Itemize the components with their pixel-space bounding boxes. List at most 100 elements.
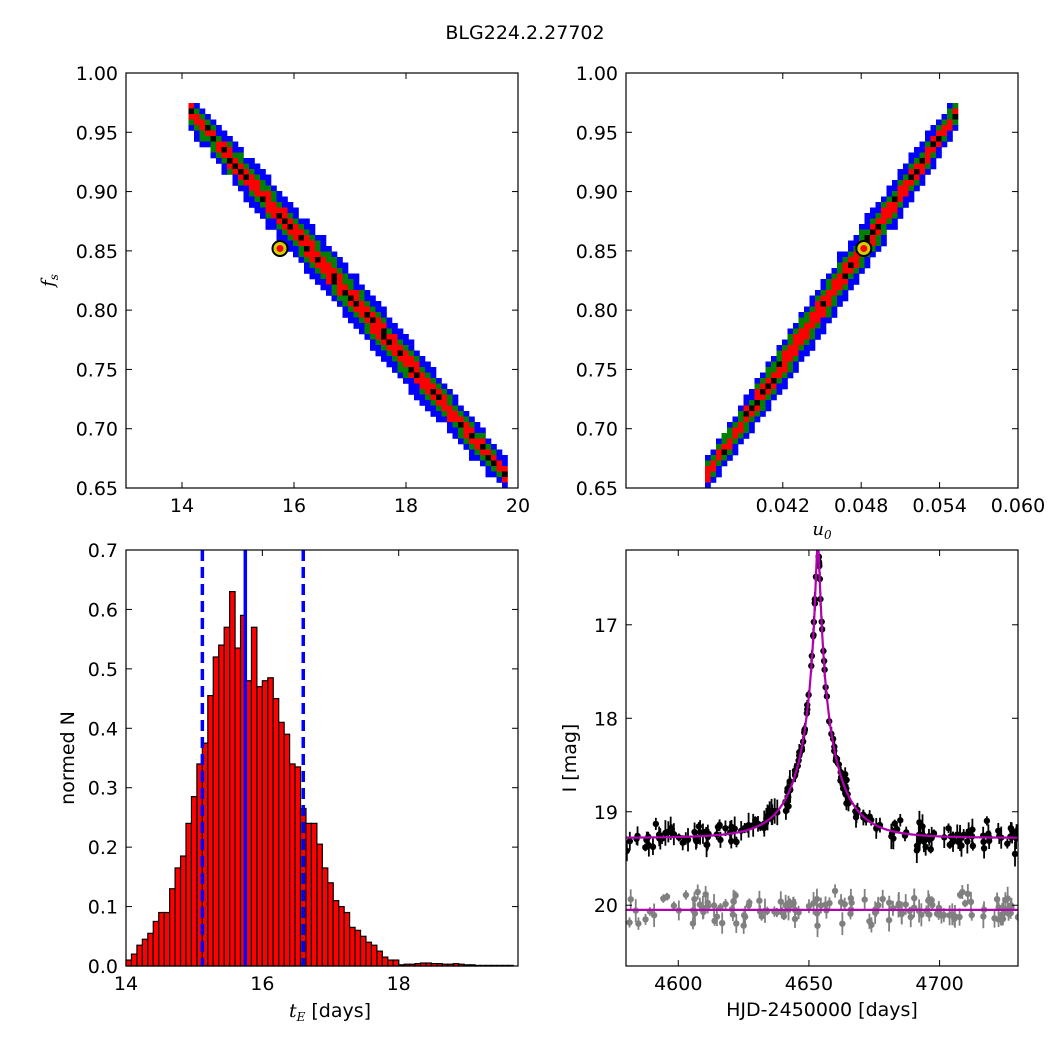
data-point bbox=[964, 838, 971, 845]
heatmap-cell bbox=[375, 328, 382, 335]
heatmap-cell bbox=[436, 378, 442, 384]
heatmap-cell bbox=[842, 279, 849, 285]
heatmap-cell bbox=[298, 251, 305, 258]
heatmap-cell bbox=[419, 378, 426, 384]
x-axis-label: tE [days] bbox=[289, 1000, 371, 1024]
heatmap-cell bbox=[304, 262, 310, 269]
x-axis-label-sub: E bbox=[296, 1010, 306, 1024]
heatmap-cell bbox=[798, 323, 805, 329]
heatmap-cell bbox=[271, 191, 277, 197]
heatmap-cell bbox=[386, 356, 393, 362]
heatmap-cell bbox=[320, 246, 327, 252]
heatmap-cell bbox=[458, 438, 464, 445]
heatmap-cell bbox=[859, 257, 865, 263]
heatmap-cell bbox=[754, 389, 761, 395]
heatmap-cell bbox=[276, 207, 283, 214]
histogram-bar bbox=[305, 822, 313, 967]
heatmap-cell bbox=[776, 378, 783, 384]
histogram-bar bbox=[218, 644, 225, 967]
heatmap-cell bbox=[815, 290, 821, 296]
heatmap-cell bbox=[925, 130, 931, 137]
histogram-bar bbox=[272, 697, 280, 967]
heatmap-cell bbox=[342, 284, 349, 291]
heatmap-cell bbox=[881, 240, 887, 247]
heatmap-cell bbox=[216, 125, 222, 131]
heatmap-cell bbox=[370, 301, 376, 307]
heatmap-cell bbox=[243, 196, 250, 203]
heatmap-cell bbox=[804, 323, 810, 329]
heatmap-cell bbox=[287, 202, 294, 208]
heatmap-cell bbox=[749, 400, 755, 406]
y-axis-label: fs bbox=[38, 274, 61, 289]
heatmap-cell bbox=[754, 411, 761, 417]
histogram-bar bbox=[376, 950, 383, 967]
y-tick-label: 0.4 bbox=[88, 718, 118, 740]
histogram-bar bbox=[185, 822, 193, 967]
heatmap-cell bbox=[353, 295, 360, 302]
heatmap-cell bbox=[287, 229, 294, 236]
heatmap-cell bbox=[249, 174, 255, 181]
heatmap-cell bbox=[364, 312, 371, 318]
heatmap-cell bbox=[727, 449, 733, 456]
heatmap-cell bbox=[875, 240, 882, 247]
heatmap-cell bbox=[326, 251, 332, 258]
heatmap-cell bbox=[881, 213, 887, 219]
heatmap-cell bbox=[491, 460, 497, 467]
data-point bbox=[660, 895, 667, 902]
heatmap-cell bbox=[414, 383, 420, 390]
heatmap-cell bbox=[952, 103, 959, 109]
heatmap-cell bbox=[210, 147, 217, 153]
heatmap-cell bbox=[287, 218, 294, 225]
heatmap-cell bbox=[886, 207, 893, 214]
heatmap-cell bbox=[359, 284, 365, 291]
histogram-bar bbox=[289, 763, 296, 967]
heatmap-cell bbox=[760, 411, 766, 417]
heatmap-cell bbox=[903, 163, 909, 170]
heatmap-cell bbox=[304, 224, 310, 230]
data-point bbox=[929, 901, 936, 909]
heatmap-cell bbox=[414, 372, 420, 379]
heatmap-cell bbox=[452, 394, 459, 401]
heatmap-cell bbox=[221, 136, 228, 142]
heatmap-cell bbox=[480, 438, 486, 445]
heatmap-cell bbox=[947, 130, 953, 137]
data-point bbox=[728, 823, 735, 831]
heatmap-cell bbox=[716, 449, 722, 456]
heatmap-cell bbox=[903, 180, 909, 186]
heatmap-cell bbox=[749, 405, 755, 412]
heatmap-cell bbox=[886, 191, 893, 197]
heatmap-cell bbox=[776, 356, 783, 362]
heatmap-cell bbox=[254, 185, 261, 192]
heatmap-cell bbox=[348, 273, 354, 280]
data-point bbox=[890, 835, 897, 842]
heatmap-cell bbox=[298, 218, 305, 225]
heatmap-cell bbox=[776, 361, 783, 368]
heatmap-cell bbox=[941, 136, 948, 142]
heatmap-cell bbox=[727, 438, 733, 445]
heatmap-cell bbox=[221, 130, 228, 137]
heatmap-cell bbox=[315, 240, 321, 247]
heatmap-cell bbox=[392, 323, 398, 329]
data-point bbox=[956, 891, 964, 899]
histogram-bar bbox=[125, 959, 133, 967]
heatmap-cell bbox=[408, 345, 415, 351]
heatmap-cell bbox=[853, 257, 860, 263]
heatmap-cell bbox=[925, 169, 931, 175]
heatmap-cell bbox=[408, 350, 415, 357]
heatmap-cell bbox=[925, 136, 931, 142]
data-point bbox=[995, 916, 1002, 923]
heatmap-cell bbox=[447, 411, 453, 417]
y-tick-label: 0.65 bbox=[76, 478, 118, 500]
heatmap-cell bbox=[199, 136, 206, 142]
heatmap-cell bbox=[430, 372, 437, 379]
heatmap-cell bbox=[403, 350, 409, 357]
heatmap-cell bbox=[216, 147, 222, 153]
heatmap-cell bbox=[787, 367, 794, 373]
heatmap-cell bbox=[403, 361, 409, 368]
heatmap-cell bbox=[815, 295, 821, 302]
heatmap-cell bbox=[249, 185, 255, 192]
histogram-bar bbox=[359, 935, 367, 967]
heatmap-cell bbox=[716, 444, 722, 450]
data-point bbox=[817, 902, 825, 909]
